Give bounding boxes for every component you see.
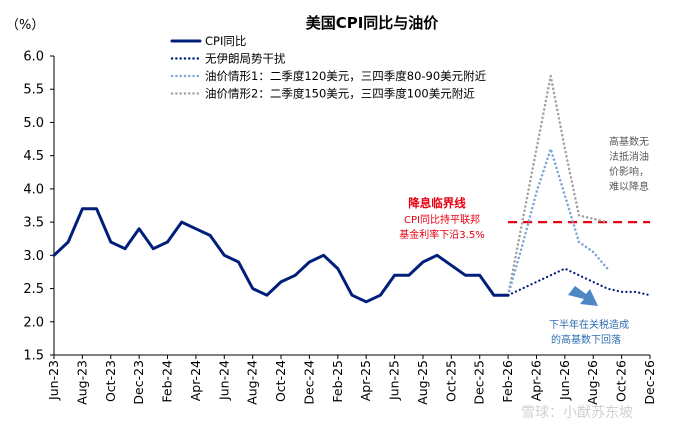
second-half-line1: 下半年在关税造成 bbox=[549, 318, 629, 331]
x-tick-label: Apr-24 bbox=[188, 360, 203, 401]
y-tick-label: 3.5 bbox=[23, 216, 44, 231]
y-tick-label: 6.0 bbox=[23, 50, 44, 65]
x-tick-label: Jun-23 bbox=[46, 360, 61, 401]
legend: CPI同比无伊朗局势干扰油价情形1：二季度120美元，三四季度80-90美元附近… bbox=[170, 34, 487, 101]
series-line-1 bbox=[507, 267, 652, 297]
threshold-annotation: 降息临界线 CPI同比持平联邦 基金利率下沿3.5% bbox=[399, 196, 484, 241]
high-base-annotation: 高基数无 法抵消油 价影响， 难以降息 bbox=[609, 135, 649, 193]
x-tick-label: Apr-25 bbox=[358, 360, 373, 401]
y-tick-label: 3.0 bbox=[23, 249, 44, 264]
threshold-title: 降息临界线 bbox=[408, 196, 466, 210]
x-tick-label: Aug-24 bbox=[245, 360, 260, 405]
x-tick-label: Aug-23 bbox=[74, 360, 89, 405]
series-line-3 bbox=[506, 74, 609, 297]
legend-label-2: 油价情形1：二季度120美元，三四季度80-90美元附近 bbox=[205, 69, 487, 83]
legend-label-0: CPI同比 bbox=[205, 34, 246, 48]
y-tick-label: 5.5 bbox=[23, 83, 44, 98]
legend-label-3: 油价情形2：二季度150美元，三四季度100美元附近 bbox=[205, 87, 475, 101]
y-tick-label: 4.5 bbox=[23, 149, 44, 164]
y-axis-unit-label: （%） bbox=[6, 18, 44, 33]
x-tick-label: Apr-26 bbox=[528, 360, 543, 401]
x-tick-label: Aug-26 bbox=[585, 360, 600, 405]
legend-label-1: 无伊朗局势干扰 bbox=[205, 52, 286, 66]
x-tick-label: Aug-25 bbox=[415, 360, 430, 405]
chart-title: 美国CPI同比与油价 bbox=[306, 14, 440, 32]
second-half-line2: 的高基数下回落 bbox=[551, 333, 621, 346]
x-tick-label: Jun-26 bbox=[557, 360, 572, 401]
high-base-line4: 难以降息 bbox=[609, 180, 649, 193]
high-base-line2: 法抵消油 bbox=[609, 150, 649, 163]
x-tick-label: Jun-25 bbox=[387, 360, 402, 401]
threshold-note-line2: 基金利率下沿3.5% bbox=[399, 228, 484, 241]
x-tick-label: Oct-25 bbox=[443, 360, 458, 402]
x-tick-label: Dec-23 bbox=[131, 360, 146, 405]
x-tick-label: Feb-24 bbox=[160, 360, 175, 403]
y-tick-label: 1.5 bbox=[23, 349, 44, 364]
threshold-note-line1: CPI同比持平联邦 bbox=[404, 213, 480, 226]
high-base-line1: 高基数无 bbox=[609, 135, 649, 148]
x-tick-label: Dec-24 bbox=[301, 360, 316, 405]
x-tick-label: Jun-24 bbox=[216, 360, 231, 401]
x-tick-label: Oct-26 bbox=[614, 360, 629, 402]
y-tick-label: 4.0 bbox=[23, 182, 44, 197]
high-base-line3: 价影响， bbox=[609, 165, 649, 178]
x-tick-label: Dec-26 bbox=[642, 360, 657, 405]
watermark: 雪球：小猷苏东坡 bbox=[521, 405, 633, 421]
y-tick-label: 5.0 bbox=[23, 116, 44, 131]
y-tick-label: 2.0 bbox=[23, 315, 44, 330]
second-half-annotation: 下半年在关税造成 的高基数下回落 bbox=[549, 286, 629, 346]
x-tick-label: Feb-25 bbox=[330, 360, 345, 403]
series-line-2 bbox=[506, 147, 609, 297]
x-tick-label: Feb-26 bbox=[500, 360, 515, 403]
series-line-0 bbox=[52, 207, 510, 304]
x-tick-label: Dec-25 bbox=[472, 360, 487, 405]
down-arrow-icon bbox=[568, 286, 598, 306]
x-tick-label: Oct-23 bbox=[103, 360, 118, 402]
x-tick-label: Oct-24 bbox=[273, 360, 288, 402]
y-tick-label: 2.5 bbox=[23, 282, 44, 297]
series-layer bbox=[52, 74, 652, 304]
